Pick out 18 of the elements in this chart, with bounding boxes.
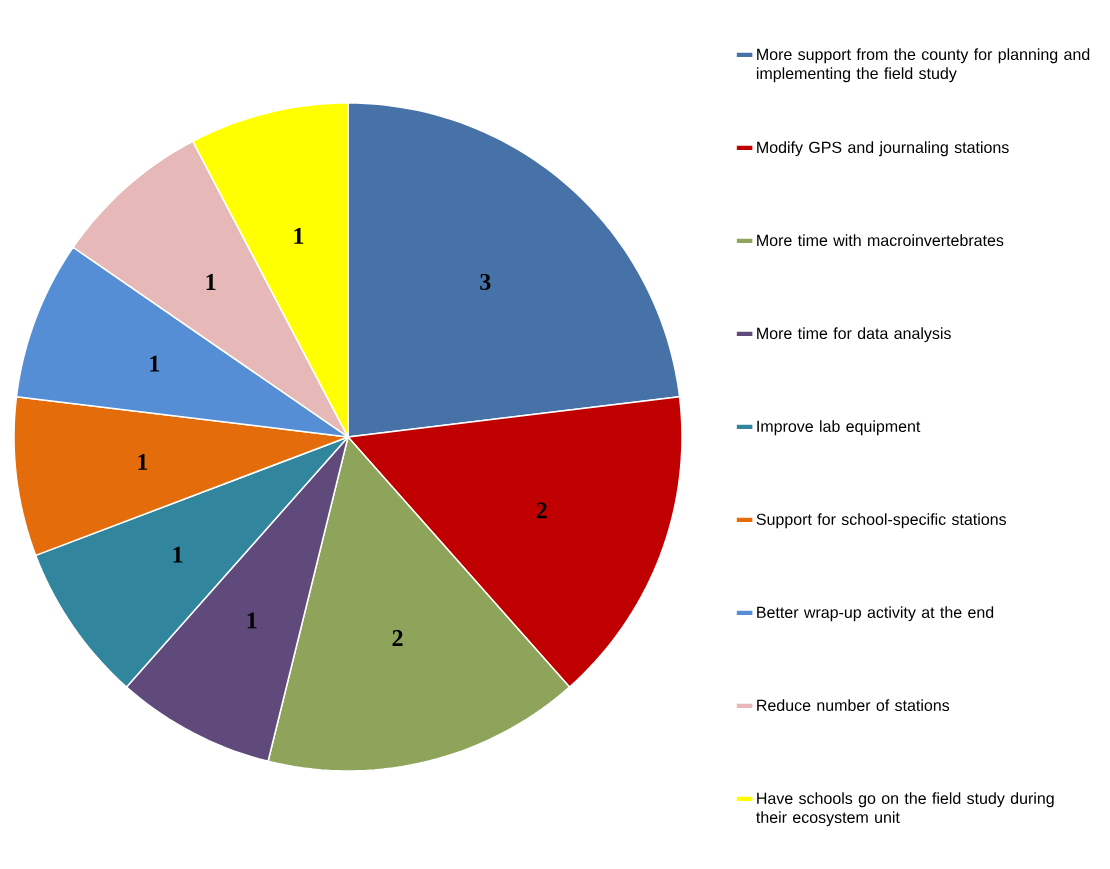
data-label: 2 <box>392 630 403 646</box>
legend-label: More time with macroinvertebrates <box>757 234 1004 247</box>
legend-label: Have schools go on the field study during their ecosystem unit <box>756 792 1054 827</box>
legend-label: More time for data analysis <box>757 327 951 343</box>
legend-label: More support from the county for planning and implementing the field study <box>756 48 1090 83</box>
legend-label: Better wrap-up activity at the end <box>757 606 994 622</box>
data-label: 1 <box>247 612 257 629</box>
legend-label: Improve lab equipment <box>757 420 921 436</box>
legend-label: Reduce number of stations <box>757 699 950 712</box>
data-label: 1 <box>294 228 304 244</box>
data-label: 3 <box>480 273 491 291</box>
data-label: 1 <box>150 355 160 372</box>
data-label: 1 <box>138 454 148 470</box>
legend-label: Support for school-specific stations <box>756 513 1007 529</box>
legend-label: Modify GPS and journaling stations <box>757 141 1009 157</box>
data-label: 1 <box>173 546 183 563</box>
data-label: 1 <box>206 274 216 290</box>
data-label: 2 <box>536 502 547 519</box>
